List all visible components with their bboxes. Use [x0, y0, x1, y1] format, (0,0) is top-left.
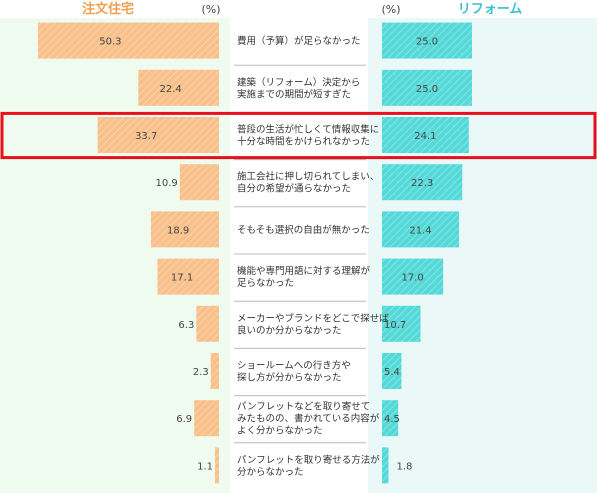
- category-label: メーカーやブランドをどこで探せば: [237, 312, 389, 324]
- right-value-label: 21.4: [409, 225, 431, 236]
- category-label: 費用（予算）が足らなかった: [237, 35, 361, 47]
- left-value-label: 1.1: [197, 461, 213, 472]
- left-bar: [194, 400, 219, 437]
- right-bar: [382, 164, 463, 201]
- left-value-label: 6.3: [178, 320, 194, 331]
- right-value-label: 1.8: [396, 461, 412, 472]
- category-label: 普段の生活が忙しくて情報収集に: [237, 124, 379, 136]
- left-bar: [210, 353, 219, 389]
- left-value-label: 2.3: [193, 367, 209, 378]
- right-bar: [382, 400, 399, 437]
- left-bar: [179, 164, 219, 201]
- category-box: [234, 208, 366, 251]
- left-value-label: 33.7: [135, 131, 157, 142]
- category-label: 良いのか分からなかった: [237, 324, 342, 336]
- left-value-label: 50.3: [99, 37, 121, 48]
- right-bar: [382, 353, 402, 389]
- category-box: [234, 255, 366, 298]
- category-label: みたものの、書かれている内容が: [237, 413, 380, 425]
- right-bar: [382, 22, 472, 59]
- right-value-label: 25.0: [416, 84, 438, 95]
- category-label: 自分の希望が通らなかった: [237, 183, 351, 195]
- category-label: 実施までの期間が短すぎた: [237, 88, 351, 100]
- left-value-label: 22.4: [159, 84, 181, 95]
- right-unit-label: (%): [381, 3, 400, 16]
- category-box: [234, 19, 366, 62]
- right-bar: [382, 117, 469, 153]
- left-value-label: 18.9: [167, 225, 189, 236]
- category-label: ショールームへの行き方や: [237, 360, 351, 372]
- category-label: そもそも選択の自由が無かった: [237, 224, 370, 236]
- left-bar: [37, 22, 219, 59]
- category-label: 建築（リフォーム）決定から: [237, 76, 360, 88]
- category-box: [234, 66, 366, 109]
- right-series-title: リフォーム: [458, 2, 523, 17]
- right-bar: [382, 69, 472, 106]
- right-bar: [382, 447, 389, 484]
- left-bar: [196, 305, 219, 342]
- category-box: [234, 444, 366, 487]
- category-label: よく分からなかった: [237, 426, 323, 437]
- category-label: 機能や専門用語に対する理解が: [237, 265, 371, 277]
- right-value-label: 25.0: [416, 37, 438, 48]
- category-label: 施工会社に押し切られてしまい、: [237, 171, 379, 183]
- right-value-label: 24.1: [414, 131, 436, 142]
- left-value-label: 6.9: [176, 414, 192, 425]
- category-label: 十分な時間をかけられなかった: [237, 136, 370, 148]
- right-value-label: 10.7: [384, 320, 406, 331]
- left-value-label: 10.9: [155, 178, 177, 189]
- right-value-label: 4.5: [384, 414, 400, 425]
- left-bar: [215, 447, 219, 484]
- left-unit-label: (%): [201, 3, 220, 16]
- left-series-title: 注文住宅: [82, 1, 134, 17]
- category-label: 分からなかった: [237, 467, 304, 478]
- right-value-label: 5.4: [384, 367, 400, 378]
- category-label: 探し方が分からなかった: [237, 372, 342, 384]
- left-bar: [97, 117, 219, 153]
- category-box: [234, 350, 366, 392]
- highlight-box: [0, 111, 597, 160]
- category-label: 足らなかった: [237, 278, 294, 289]
- right-bar: [382, 305, 421, 342]
- right-bar: [382, 211, 460, 248]
- right-bar: [382, 258, 444, 295]
- left-bar: [157, 258, 219, 295]
- left-bar: [138, 69, 219, 106]
- right-value-label: 22.3: [411, 178, 433, 189]
- category-label: パンフレットなどを取り寄せて: [237, 401, 370, 413]
- left-bar: [150, 211, 219, 248]
- category-box: [234, 397, 366, 440]
- category-box: [234, 302, 366, 345]
- category-box: [234, 161, 366, 204]
- category-label: パンフレットを取り寄せる方法が: [237, 454, 380, 466]
- category-box: [234, 114, 366, 156]
- left-value-label: 17.1: [171, 273, 193, 284]
- right-value-label: 17.0: [401, 273, 423, 284]
